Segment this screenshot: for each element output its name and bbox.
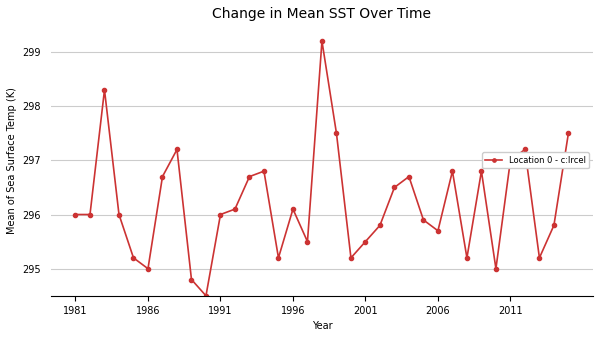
X-axis label: Year: Year	[311, 321, 332, 331]
Location 0 - c:lrcel	[420, 218, 427, 222]
Location 0 - c:lrcel	[478, 169, 485, 173]
Location 0 - c:lrcel	[463, 256, 470, 260]
Location 0 - c:lrcel	[434, 229, 442, 233]
Location 0 - c:lrcel	[376, 223, 383, 227]
Y-axis label: Mean of Sea Surface Temp (K): Mean of Sea Surface Temp (K)	[7, 87, 17, 234]
Location 0 - c:lrcel	[159, 174, 166, 178]
Location 0 - c:lrcel	[550, 223, 557, 227]
Location 0 - c:lrcel	[406, 174, 413, 178]
Location 0 - c:lrcel	[362, 240, 369, 244]
Location 0 - c:lrcel	[232, 207, 239, 211]
Location 0 - c:lrcel	[188, 277, 195, 282]
Location 0 - c:lrcel	[304, 240, 311, 244]
Location 0 - c:lrcel	[536, 256, 543, 260]
Location 0 - c:lrcel	[101, 88, 108, 92]
Line: Location 0 - c:lrcel: Location 0 - c:lrcel	[73, 39, 571, 298]
Location 0 - c:lrcel	[246, 174, 253, 178]
Location 0 - c:lrcel	[130, 256, 137, 260]
Location 0 - c:lrcel	[260, 169, 268, 173]
Location 0 - c:lrcel	[275, 256, 282, 260]
Location 0 - c:lrcel	[86, 213, 94, 217]
Location 0 - c:lrcel	[173, 147, 181, 151]
Title: Change in Mean SST Over Time: Change in Mean SST Over Time	[212, 7, 431, 21]
Location 0 - c:lrcel	[493, 267, 500, 271]
Location 0 - c:lrcel	[565, 131, 572, 135]
Location 0 - c:lrcel	[319, 39, 326, 43]
Location 0 - c:lrcel	[507, 158, 514, 162]
Location 0 - c:lrcel	[449, 169, 456, 173]
Location 0 - c:lrcel	[333, 131, 340, 135]
Location 0 - c:lrcel	[347, 256, 355, 260]
Location 0 - c:lrcel	[72, 213, 79, 217]
Location 0 - c:lrcel	[391, 186, 398, 190]
Location 0 - c:lrcel	[289, 207, 296, 211]
Location 0 - c:lrcel	[217, 213, 224, 217]
Location 0 - c:lrcel	[115, 213, 122, 217]
Location 0 - c:lrcel	[202, 294, 209, 298]
Location 0 - c:lrcel	[145, 267, 152, 271]
Legend: Location 0 - c:lrcel: Location 0 - c:lrcel	[482, 152, 589, 168]
Location 0 - c:lrcel	[521, 147, 529, 151]
